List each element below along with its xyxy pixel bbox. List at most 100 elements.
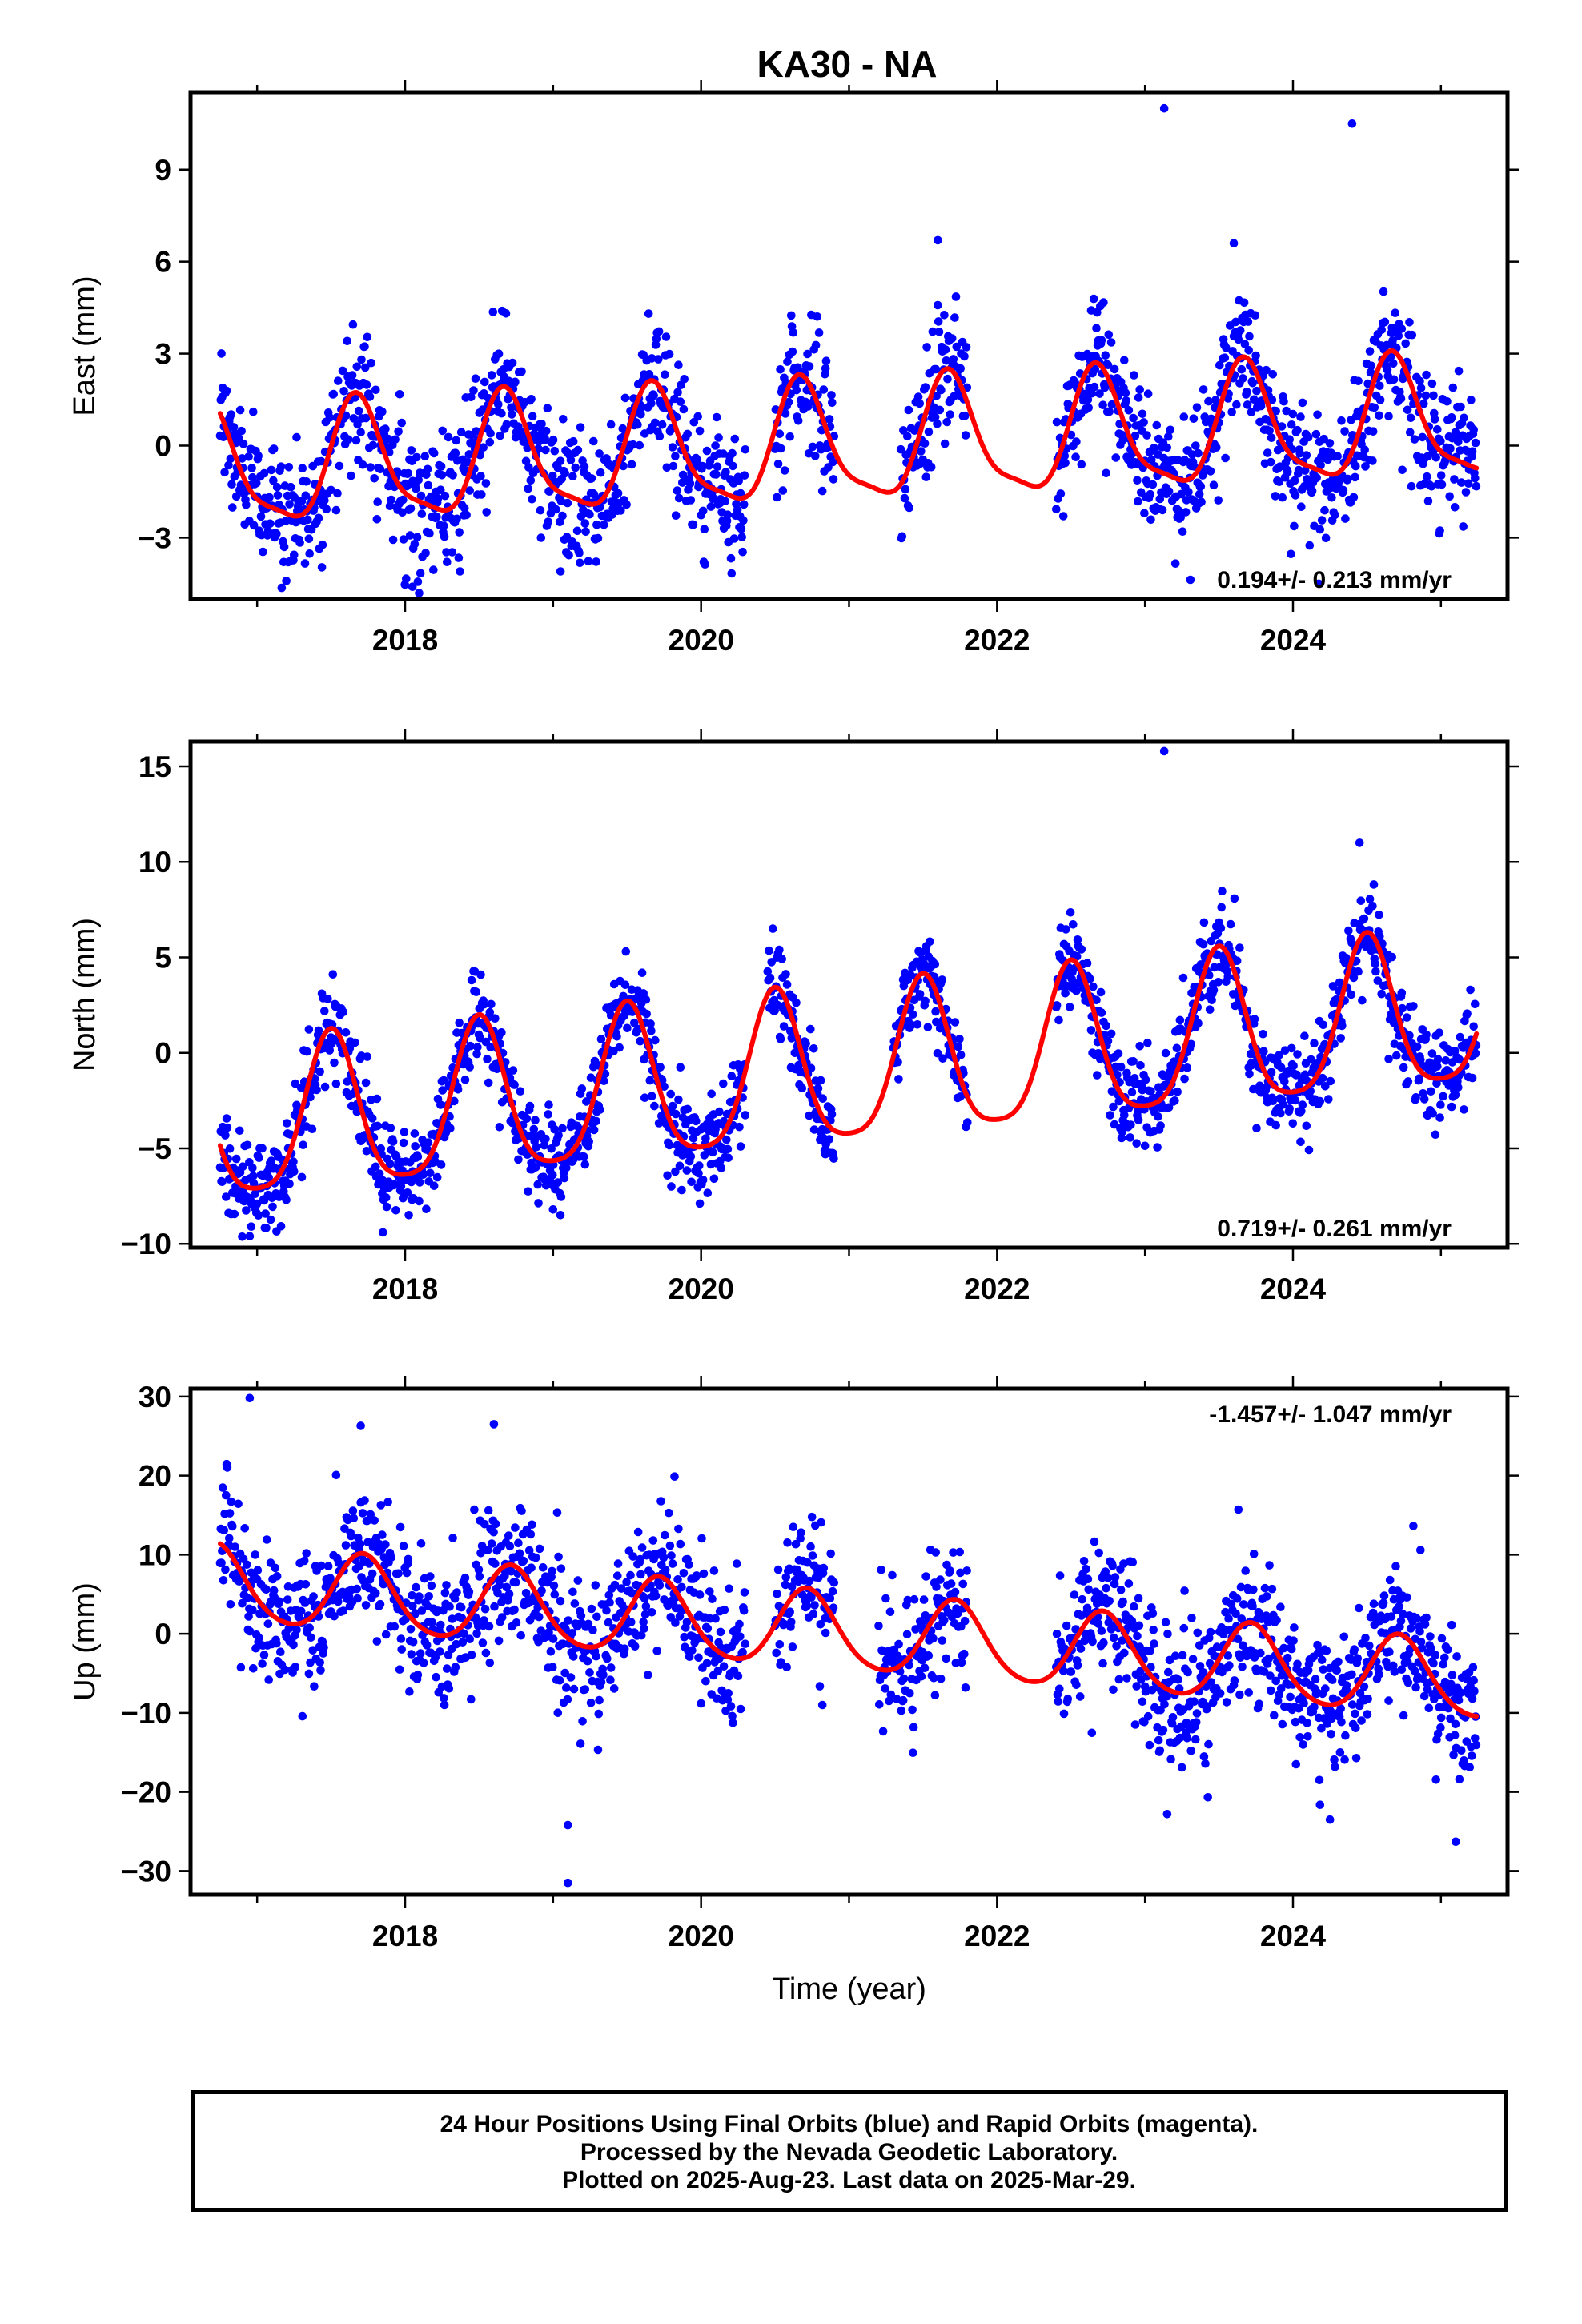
observation-point: [349, 414, 359, 423]
observation-point: [421, 549, 430, 557]
observation-point: [514, 1538, 523, 1548]
observation-point: [436, 1160, 446, 1169]
observation-point: [1387, 952, 1396, 962]
observation-point: [1107, 400, 1117, 409]
observation-point: [636, 1570, 645, 1579]
observation-point: [616, 506, 625, 515]
observation-point: [679, 1569, 689, 1578]
observation-point: [723, 1144, 733, 1154]
observation-point: [1251, 311, 1260, 320]
observation-point: [1428, 1108, 1437, 1118]
observation-point: [320, 1082, 330, 1092]
observation-point: [724, 1689, 733, 1698]
observation-point: [924, 427, 934, 436]
observation-point: [651, 1591, 661, 1601]
observation-point: [1313, 1640, 1322, 1650]
observation-point: [365, 392, 375, 401]
observation-point: [404, 468, 413, 478]
observation-point: [781, 970, 790, 979]
observation-point: [408, 1602, 417, 1610]
observation-point: [648, 1536, 658, 1545]
observation-point: [604, 1590, 614, 1600]
observation-point: [484, 1622, 494, 1631]
observation-point: [524, 1546, 534, 1555]
observation-point: [885, 1696, 893, 1706]
observation-point: [487, 1539, 496, 1548]
observation-point: [635, 440, 644, 450]
observation-point: [581, 527, 590, 537]
observation-point: [1077, 460, 1086, 469]
observation-point: [1320, 505, 1329, 515]
observation-point: [1095, 389, 1104, 398]
observation-point: [685, 1560, 693, 1569]
observation-point: [576, 1739, 585, 1748]
observation-point: [644, 1671, 652, 1679]
observation-point: [896, 444, 905, 454]
observation-point: [594, 1709, 604, 1719]
observation-point: [540, 1140, 549, 1150]
observation-point: [343, 1077, 352, 1086]
observation-point: [1164, 1667, 1173, 1677]
observation-point: [627, 1618, 636, 1626]
observation-point: [595, 449, 604, 458]
observation-point: [1399, 1063, 1408, 1072]
observation-point: [484, 1506, 493, 1515]
observation-point: [464, 1587, 474, 1596]
observation-point: [765, 946, 773, 955]
observation-point: [773, 1590, 781, 1598]
observation-point: [386, 1124, 396, 1132]
observation-point: [709, 493, 718, 503]
observation-point: [739, 516, 748, 525]
observation-point: [692, 1571, 701, 1580]
observation-point: [645, 1076, 655, 1085]
observation-point: [1059, 1709, 1069, 1719]
observation-point: [813, 312, 821, 321]
observation-point: [816, 1620, 825, 1629]
observation-point: [1232, 956, 1242, 966]
observation-point: [1365, 347, 1375, 356]
observation-point: [741, 445, 750, 454]
observation-point: [238, 1598, 247, 1608]
observation-point: [1178, 973, 1188, 983]
observation-point: [1148, 480, 1158, 489]
observation-point: [265, 493, 274, 502]
observation-point: [825, 415, 834, 424]
observation-point: [1382, 340, 1391, 350]
observation-point: [262, 1224, 271, 1232]
observation-point: [1130, 371, 1138, 380]
observation-point: [647, 1092, 656, 1100]
observation-point: [1196, 481, 1206, 491]
observation-point: [931, 364, 941, 374]
observation-point: [298, 1711, 307, 1721]
observation-point: [496, 431, 504, 440]
observation-point: [560, 1668, 569, 1678]
observation-point: [886, 1690, 896, 1699]
observation-point: [272, 529, 281, 538]
observation-point: [1133, 1631, 1142, 1641]
observation-point: [1117, 1133, 1126, 1143]
observation-point: [616, 1584, 626, 1593]
observation-point: [1052, 1630, 1062, 1638]
observation-point: [673, 486, 682, 495]
observation-point: [1260, 1583, 1270, 1593]
observation-point: [1154, 1735, 1163, 1745]
observation-point: [665, 349, 674, 359]
observation-point: [1142, 431, 1151, 440]
observation-point: [955, 1547, 964, 1557]
observation-point: [325, 1046, 335, 1055]
observation-point: [738, 547, 747, 557]
observation-point: [223, 1463, 232, 1472]
observation-point: [427, 1581, 436, 1590]
observation-point: [528, 412, 537, 421]
observation-point: [550, 1590, 560, 1599]
observation-point: [1403, 405, 1412, 415]
observation-point: [575, 549, 584, 557]
observation-point: [558, 511, 567, 521]
observation-point: [544, 517, 552, 526]
observation-point: [1066, 1003, 1074, 1011]
observation-point: [1140, 1141, 1150, 1151]
observation-point: [1472, 481, 1481, 491]
x-tick-label: 2020: [669, 624, 734, 657]
observation-point: [599, 1670, 608, 1679]
observation-point: [781, 1580, 790, 1590]
